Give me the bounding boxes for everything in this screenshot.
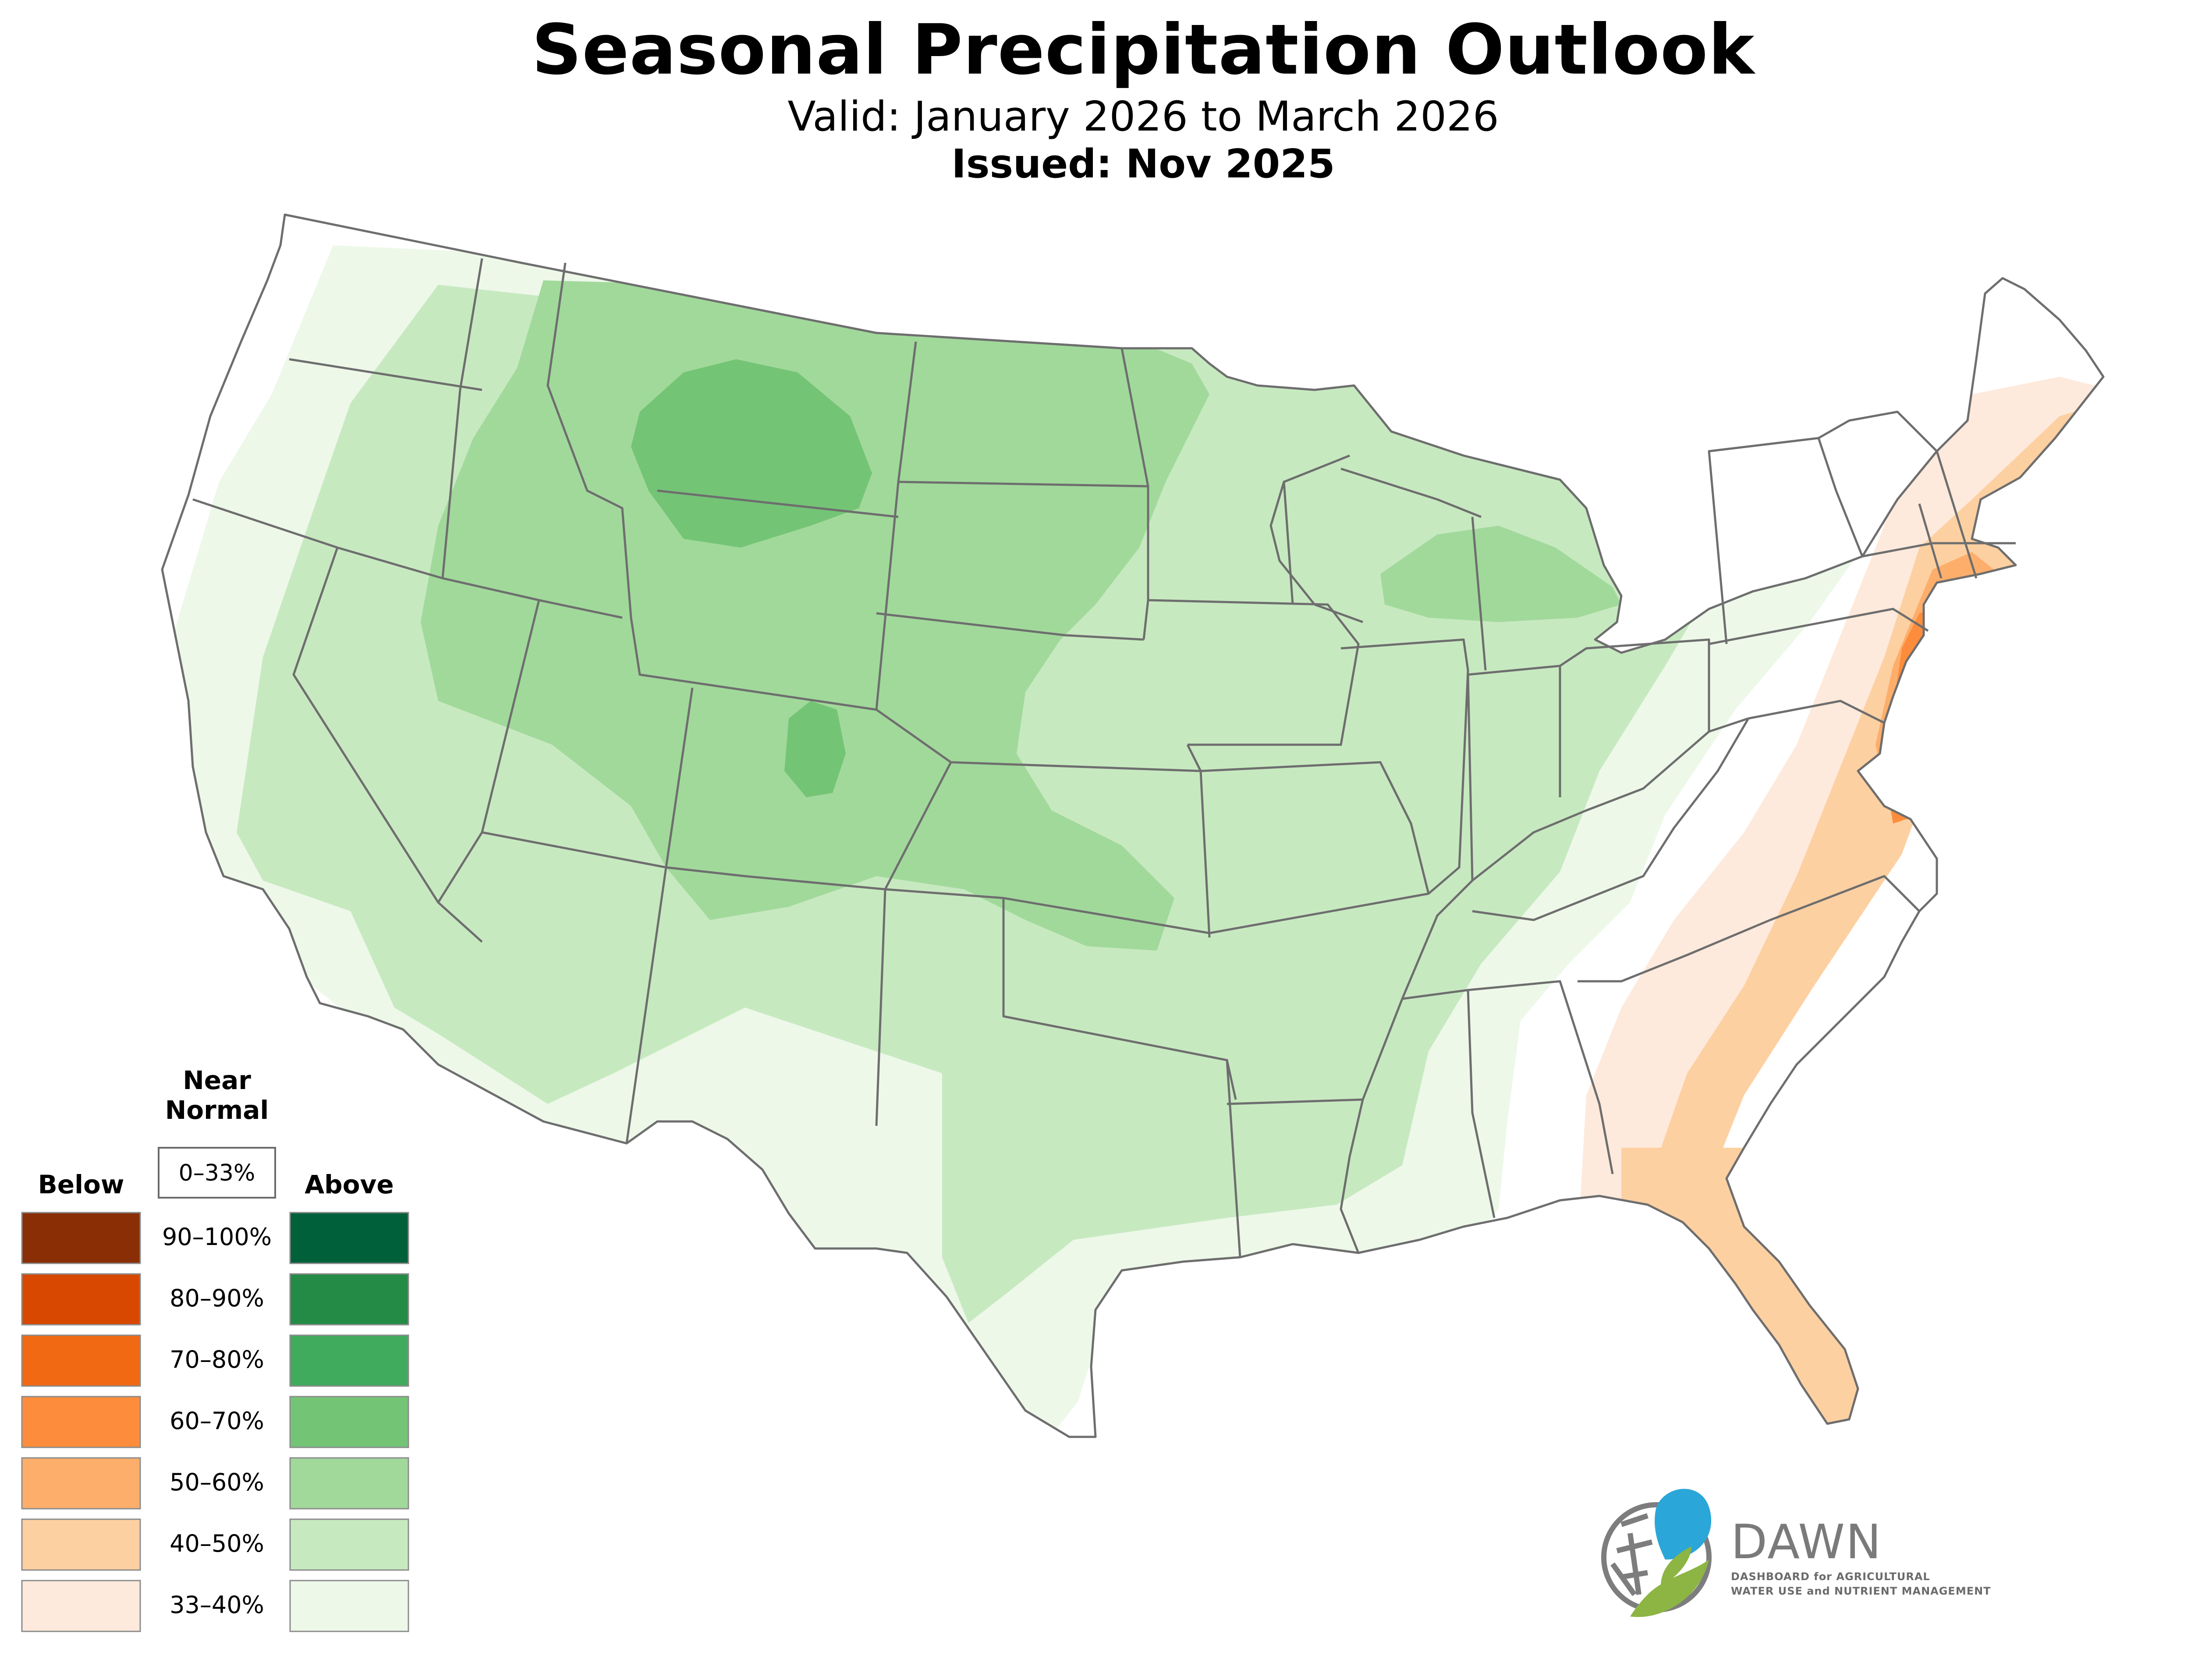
legend-above-90-100 xyxy=(289,1212,409,1264)
legend-below-50-60 xyxy=(21,1457,141,1510)
legend-swatches xyxy=(21,1212,409,1632)
legend-near-normal-box: 0–33% xyxy=(158,1147,276,1199)
dawn-logo-line-1: DASHBOARD for AGRICULTURAL xyxy=(1731,1570,1930,1583)
legend-above-heading: Above xyxy=(305,1170,394,1199)
state-borders xyxy=(161,213,2105,1438)
legend-range-60-70: 60–70% xyxy=(170,1407,264,1435)
below-40-50-southeast-zone xyxy=(1621,1148,1928,1437)
valid-period: Valid: January 2026 to March 2026 xyxy=(787,93,1499,141)
legend-range-80-90: 80–90% xyxy=(170,1284,264,1312)
legend-above-70-80 xyxy=(289,1334,409,1387)
below-60-70-delmarva-zone xyxy=(1884,710,1937,824)
legend-normal-label: Normal xyxy=(165,1095,269,1125)
legend-range-50-60: 50–60% xyxy=(170,1468,264,1496)
legend-near-label: Near xyxy=(183,1065,251,1095)
legend-below-90-100 xyxy=(21,1212,141,1264)
above-60-70-colorado-zone xyxy=(784,701,846,797)
above-60-70-zone xyxy=(631,359,872,548)
legend-below-heading: Below xyxy=(38,1170,124,1199)
legend-range-40-50: 40–50% xyxy=(170,1530,264,1557)
dawn-logo-title: DAWN xyxy=(1731,1515,1882,1570)
dawn-logo-line-2: WATER USE and NUTRIENT MANAGEMENT xyxy=(1731,1585,1991,1597)
legend-range-90-100: 90–100% xyxy=(162,1223,272,1251)
legend-below-33-40 xyxy=(21,1580,141,1632)
legend-range-70-80: 70–80% xyxy=(170,1346,264,1373)
legend-above-50-60 xyxy=(289,1457,409,1510)
legend-above-60-70 xyxy=(289,1396,409,1448)
legend-below-60-70 xyxy=(21,1396,141,1448)
legend-above-40-50 xyxy=(289,1518,409,1571)
legend-below-80-90 xyxy=(21,1273,141,1326)
legend-below-70-80 xyxy=(21,1334,141,1387)
legend-below-40-50 xyxy=(21,1518,141,1571)
map-title: Seasonal Precipitation Outlook xyxy=(532,10,1755,90)
legend-above-33-40 xyxy=(289,1580,409,1632)
dawn-logo-icon xyxy=(1601,1489,1712,1617)
issued-date: Issued: Nov 2025 xyxy=(951,141,1335,187)
legend-near-normal-heading: Near Normal xyxy=(145,1065,289,1125)
below-40-50-zone xyxy=(1656,403,2103,1227)
above-50-60-great-lakes-zone xyxy=(1380,526,1621,622)
legend-above-80-90 xyxy=(289,1273,409,1326)
legend-range-33-40: 33–40% xyxy=(170,1591,264,1619)
above-50-60-zone xyxy=(421,280,1209,951)
